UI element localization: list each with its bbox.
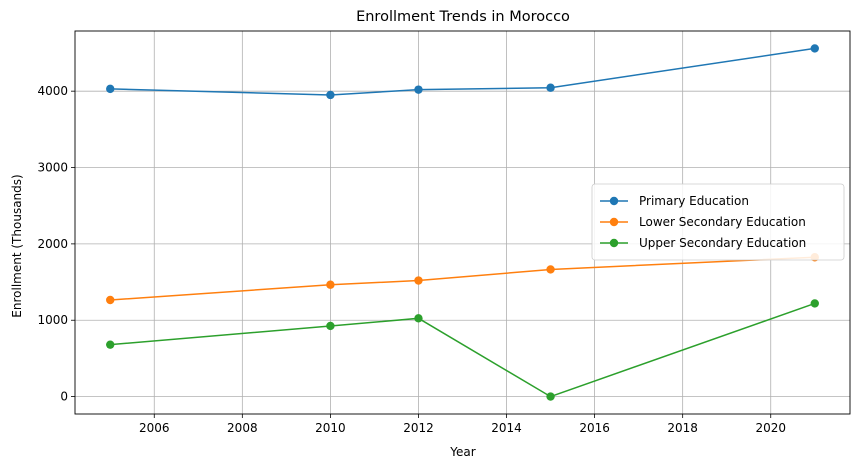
- legend-marker: [609, 238, 619, 248]
- data-point: [106, 295, 115, 305]
- x-axis-ticks: 2006 2008 2010 2012 2014 2016 2018 2020: [139, 414, 786, 435]
- legend-item: Primary Education: [600, 194, 749, 208]
- x-tick-label: 2012: [403, 421, 434, 435]
- x-axis-label: Year: [449, 445, 475, 459]
- plot-frame: [74, 30, 851, 415]
- y-axis-ticks: 0 1000 2000 3000 4000: [37, 84, 75, 404]
- x-tick-label: 2010: [315, 421, 346, 435]
- x-tick-label: 2020: [755, 421, 786, 435]
- legend-box: [591, 183, 845, 261]
- y-tick-label: 3000: [37, 161, 68, 175]
- data-point: [326, 321, 335, 331]
- x-tick-label: 2014: [491, 421, 522, 435]
- legend: Primary Education Lower Secondary Educati…: [591, 183, 845, 261]
- data-point: [106, 84, 115, 94]
- data-point: [414, 85, 423, 94]
- y-tick-label: 2000: [37, 237, 68, 251]
- data-point: [414, 314, 423, 323]
- data-point: [546, 392, 555, 401]
- y-axis-label: Enrollment (Thousands): [10, 174, 24, 317]
- x-tick-label: 2008: [227, 421, 258, 435]
- legend-label: Upper Secondary Education: [639, 236, 806, 250]
- data-point: [326, 280, 335, 289]
- series-layer: [106, 44, 819, 401]
- y-tick-label: 1000: [37, 313, 68, 327]
- x-tick-label: 2016: [579, 421, 610, 435]
- legend-label: Lower Secondary Education: [639, 215, 806, 229]
- legend-label: Primary Education: [639, 194, 749, 208]
- y-tick-label: 0: [60, 390, 68, 404]
- chart-title: Enrollment Trends in Morocco: [356, 9, 570, 25]
- series-3: [106, 299, 819, 401]
- x-tick-label: 2006: [139, 421, 170, 435]
- series-1: [106, 44, 819, 100]
- legend-item: Upper Secondary Education: [600, 236, 806, 250]
- data-point: [414, 276, 423, 285]
- legend-item: Lower Secondary Education: [600, 215, 806, 229]
- data-point: [326, 90, 335, 100]
- data-point: [546, 265, 555, 274]
- data-point: [546, 83, 555, 92]
- data-point: [810, 44, 819, 53]
- y-tick-label: 4000: [37, 84, 68, 98]
- data-point: [106, 340, 115, 349]
- x-tick-label: 2018: [667, 421, 698, 435]
- legend-marker: [609, 217, 619, 227]
- data-point: [810, 299, 819, 308]
- legend-marker: [609, 196, 619, 206]
